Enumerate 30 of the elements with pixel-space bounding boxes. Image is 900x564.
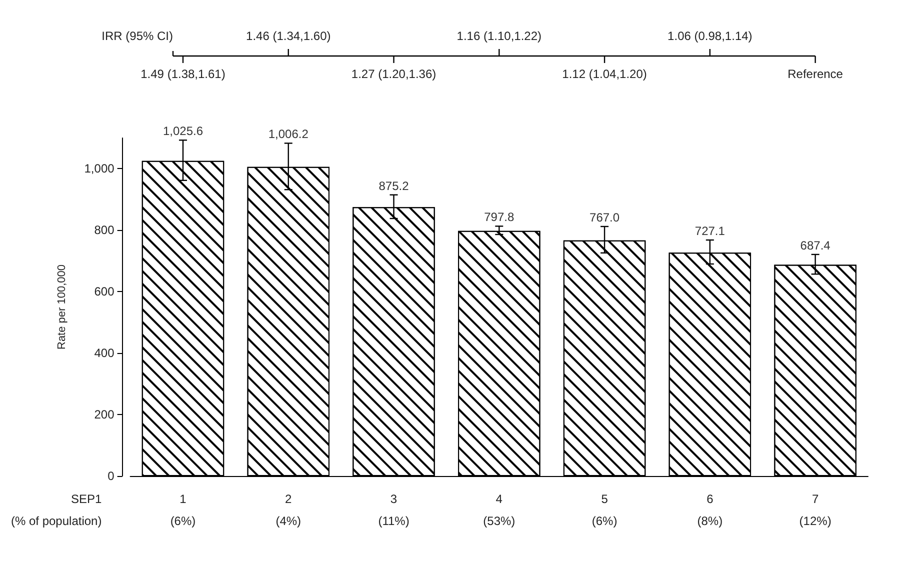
- y-tick-label: 0: [108, 469, 115, 483]
- x-axis-title: SEP1 (% of population): [10, 492, 102, 528]
- x-tick-label: 4 (53%): [483, 492, 516, 528]
- x2-axis-title: IRR (95% CI): [102, 29, 174, 43]
- annotation: Reference: [788, 67, 844, 81]
- x-tick-label: 6 (8%): [697, 492, 723, 528]
- x-tick-label: 2 (4%): [276, 492, 302, 528]
- data-label: 797.8: [484, 210, 514, 224]
- annotation: 1.27 (1.20,1.36): [351, 67, 436, 81]
- x-tick-label: 5 (6%): [592, 492, 618, 528]
- x-tick-label: 1 (6%): [170, 492, 196, 528]
- annotation: 1.16 (1.10,1.22): [456, 29, 542, 43]
- annotation: 1.06 (0.98,1.14): [668, 29, 752, 43]
- annotation: 1.46 (1.34,1.60): [246, 29, 331, 43]
- y-tick-label: 800: [94, 223, 115, 238]
- data-label: 687.4: [800, 238, 831, 252]
- y-tick-label: 1,000: [84, 162, 115, 176]
- x-tick-label: 3 (11%): [378, 492, 410, 528]
- data-label: 875.2: [378, 178, 410, 193]
- annotation: 1.12 (1.04,1.20): [562, 67, 647, 81]
- data-label: 1,006.2: [268, 127, 309, 142]
- data-label: 1,025.6: [162, 124, 204, 138]
- annotation: 1.49 (1.38,1.61): [140, 67, 226, 81]
- y-tick-label: 400: [94, 346, 115, 360]
- y-tick-label: 600: [94, 284, 115, 299]
- y-axis-title: Rate per 100,000: [56, 264, 68, 350]
- data-label: 767.0: [590, 210, 620, 224]
- x-tick-label: 7 (12%): [799, 492, 832, 528]
- data-label: 727.1: [694, 224, 726, 238]
- y-tick-label: 200: [94, 408, 115, 422]
